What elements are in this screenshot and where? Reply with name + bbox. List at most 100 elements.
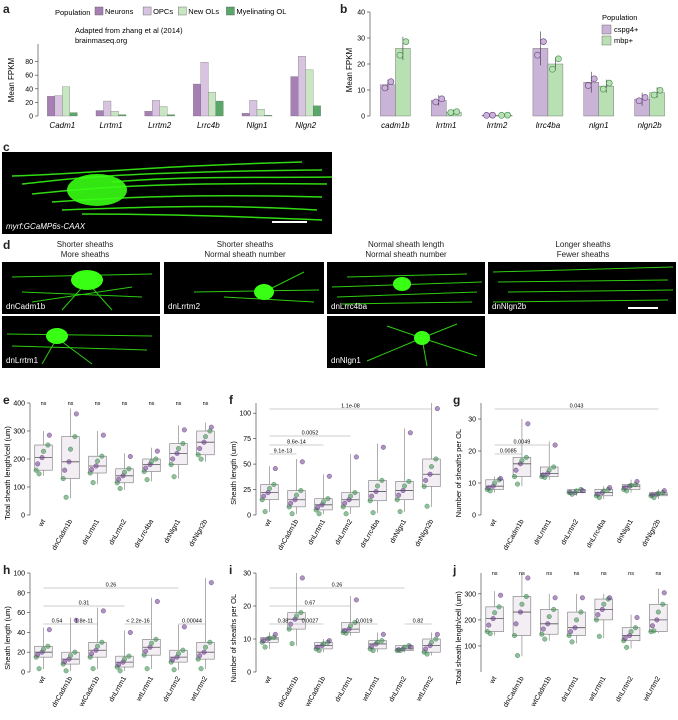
data-point xyxy=(171,474,177,480)
data-point xyxy=(432,98,440,106)
legend-label: Neurons xyxy=(105,7,134,16)
ytick-label-a: 60 xyxy=(25,73,33,80)
ytick-label-b: 0 xyxy=(361,114,365,121)
data-point xyxy=(180,647,186,653)
data-point xyxy=(483,111,490,119)
data-point xyxy=(572,625,578,631)
pvalue-label: 0.0052 xyxy=(302,431,319,437)
data-point xyxy=(41,646,47,652)
data-point xyxy=(174,450,180,456)
data-point xyxy=(326,473,332,479)
bar xyxy=(313,105,321,117)
data-point xyxy=(498,592,504,598)
data-point xyxy=(117,668,123,674)
data-point xyxy=(127,629,133,635)
data-point xyxy=(379,477,385,483)
ytick-label-a: 20 xyxy=(25,100,33,107)
xtick-label-i: wtCadm1b xyxy=(304,675,327,708)
ytick-label-f: 100 xyxy=(239,411,251,418)
data-point xyxy=(601,488,607,494)
data-point xyxy=(551,464,557,470)
data-point xyxy=(373,489,379,495)
ylabel-i: Number of sheaths per OL xyxy=(229,594,238,682)
data-point xyxy=(89,651,95,657)
label-dnlrrtm1: dnLrrtm1 xyxy=(6,356,39,365)
significance-label: ns xyxy=(601,571,607,577)
data-point xyxy=(35,652,41,658)
data-point xyxy=(154,448,160,454)
data-point xyxy=(551,606,557,612)
data-point xyxy=(90,666,96,672)
data-point xyxy=(487,488,493,494)
bar xyxy=(62,86,70,117)
data-point xyxy=(438,95,446,103)
data-point xyxy=(519,458,525,464)
bar xyxy=(298,56,306,117)
ytick-label-j: 200 xyxy=(464,617,476,624)
data-point xyxy=(73,617,79,623)
bar xyxy=(103,100,112,117)
data-point xyxy=(542,474,548,480)
xtick-label-f: dnCadm1b xyxy=(277,518,300,551)
ylabel-j: Total sheath length/cell (um) xyxy=(454,591,463,685)
xtick-label-e: dnCadm1b xyxy=(51,518,74,551)
pvalue-label: 0.82 xyxy=(413,619,424,625)
data-point xyxy=(170,456,176,462)
data-point xyxy=(201,649,207,655)
data-point xyxy=(352,490,358,496)
data-point xyxy=(272,631,278,637)
xtick-label-g: dnCadm1b xyxy=(502,518,525,551)
xtick-label-g: dnLrrtm1 xyxy=(533,518,553,546)
data-point xyxy=(72,649,78,655)
legend-label: cspg4+ xyxy=(614,25,639,34)
xtick-label-g: dnLrrtm2 xyxy=(560,518,580,546)
data-point xyxy=(656,86,664,94)
data-point xyxy=(649,623,655,629)
data-point xyxy=(579,488,585,494)
data-point xyxy=(549,65,556,73)
data-point xyxy=(63,494,69,500)
data-point xyxy=(394,497,400,503)
data-point xyxy=(624,644,630,650)
data-point xyxy=(45,442,51,448)
data-point xyxy=(144,666,150,672)
data-point xyxy=(634,615,640,621)
xtick-label-j: wtLrrtm2 xyxy=(642,675,662,703)
data-point xyxy=(492,610,498,616)
ytick-label-g: 10 xyxy=(468,481,476,488)
xtick-label-b: lrrtm1 xyxy=(436,121,456,130)
bar xyxy=(152,100,160,117)
data-point xyxy=(271,481,277,487)
data-point xyxy=(320,499,326,505)
xtick-label-j: dnLrrtm1 xyxy=(560,675,580,703)
data-point xyxy=(343,511,349,517)
data-point xyxy=(262,509,268,515)
data-point xyxy=(370,510,376,516)
legend-swatch xyxy=(94,6,104,16)
xtick-label-j: wt xyxy=(488,675,498,685)
xtick-label-j: wtCadm1b xyxy=(530,675,553,708)
xtick-label-f: wt xyxy=(263,518,273,528)
data-point xyxy=(397,509,403,515)
data-point xyxy=(33,467,39,473)
data-point xyxy=(607,485,613,491)
data-point xyxy=(654,617,660,623)
xtick-label-j: dnCadm1b xyxy=(502,675,525,708)
data-point xyxy=(546,467,552,473)
data-point xyxy=(370,648,376,654)
legend-title-b: Population xyxy=(602,13,637,22)
bar xyxy=(144,111,153,117)
data-point xyxy=(94,458,100,464)
data-point xyxy=(539,631,545,637)
data-point xyxy=(117,485,123,491)
micrograph-dnlrrtm1: dnLrrtm1 xyxy=(2,316,160,368)
pvalue-label: 0.26 xyxy=(106,583,117,589)
data-point xyxy=(651,628,657,634)
data-point xyxy=(599,85,607,93)
data-point xyxy=(116,662,122,668)
bar xyxy=(249,100,258,117)
data-point xyxy=(546,614,552,620)
data-point xyxy=(153,636,159,642)
data-point xyxy=(262,644,268,650)
data-point xyxy=(36,666,42,672)
